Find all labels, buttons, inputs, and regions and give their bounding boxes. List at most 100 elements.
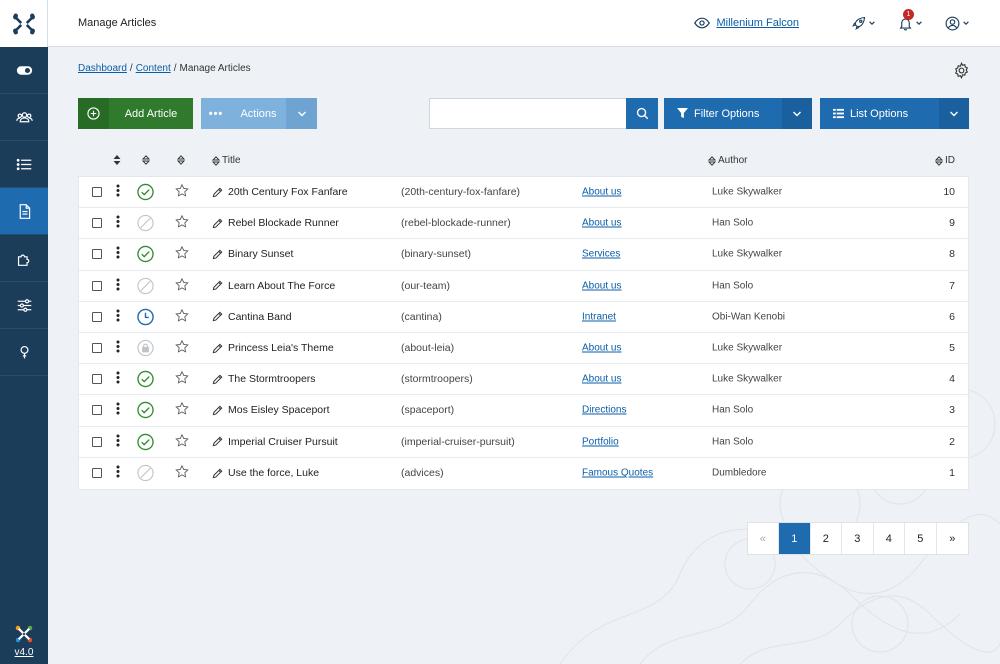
search-input[interactable] (429, 98, 626, 129)
search-button[interactable] (626, 98, 658, 129)
article-category-link[interactable]: Famous Quotes (582, 467, 654, 479)
status-published-toggle[interactable] (137, 371, 154, 388)
status-locked-toggle[interactable] (137, 339, 154, 357)
drag-handle-icon[interactable] (116, 402, 120, 418)
breadcrumb-content[interactable]: Content (135, 63, 171, 74)
sidebar-item-content[interactable] (0, 188, 48, 235)
quickicons-menu[interactable] (851, 16, 876, 31)
site-link[interactable]: Millenium Falcon (694, 17, 799, 29)
sidebar-item-help[interactable] (0, 329, 48, 376)
status-unpublished-toggle[interactable] (137, 465, 154, 482)
site-name[interactable]: Millenium Falcon (716, 17, 799, 29)
add-article-button[interactable]: Add Article (78, 98, 193, 129)
article-title-link[interactable]: 20th Century Fox Fanfare (212, 186, 348, 198)
article-category-link[interactable]: Directions (582, 404, 627, 416)
article-category-link[interactable]: Services (582, 248, 621, 260)
featured-star-icon[interactable] (175, 183, 189, 201)
row-checkbox[interactable] (92, 374, 102, 385)
drag-handle-icon[interactable] (116, 465, 120, 481)
joomla-logo[interactable] (0, 0, 48, 47)
article-title-link[interactable]: The Stormtroopers (212, 373, 316, 385)
featured-star-icon[interactable] (175, 308, 189, 325)
article-title-link[interactable]: Learn About The Force (212, 280, 335, 292)
drag-handle-icon[interactable] (116, 246, 120, 262)
article-title-link[interactable]: Binary Sunset (212, 248, 293, 260)
article-category-link[interactable]: Intranet (582, 311, 616, 323)
article-title-link[interactable]: Mos Eisley Spaceport (212, 404, 330, 416)
status-published-toggle[interactable] (137, 433, 154, 450)
article-id: 8 (949, 248, 955, 261)
row-checkbox[interactable] (92, 405, 102, 416)
notifications-menu[interactable]: 1 (898, 8, 923, 31)
add-article-label: Add Article (124, 107, 178, 120)
row-checkbox[interactable] (92, 249, 102, 260)
article-title: Binary Sunset (228, 248, 294, 261)
article-category-link[interactable]: About us (582, 373, 622, 385)
list-options-button[interactable]: List Options (820, 98, 969, 129)
drag-handle-icon[interactable] (116, 371, 120, 387)
sort-id[interactable]: ID (935, 155, 955, 166)
drag-handle-icon[interactable] (116, 184, 120, 200)
row-checkbox[interactable] (92, 343, 102, 354)
status-unpublished-toggle[interactable] (137, 215, 154, 232)
row-checkbox[interactable] (92, 187, 102, 198)
pagination-page[interactable]: 2 (811, 523, 842, 554)
sort-status[interactable] (142, 155, 152, 165)
version-link[interactable]: v4.0 (14, 647, 34, 658)
featured-star-icon[interactable] (175, 433, 189, 450)
featured-star-icon[interactable] (175, 402, 189, 419)
featured-star-icon[interactable] (175, 339, 189, 357)
article-title-link[interactable]: Use the force, Luke (212, 467, 319, 479)
featured-star-icon[interactable] (175, 277, 189, 294)
drag-handle-icon[interactable] (116, 278, 120, 293)
article-title-link[interactable]: Cantina Band (212, 311, 292, 323)
row-checkbox[interactable] (92, 436, 102, 447)
title-header: Title (222, 155, 241, 166)
article-category-link[interactable]: About us (582, 186, 622, 198)
drag-handle-icon[interactable] (116, 215, 120, 231)
chevron-down-icon (950, 111, 958, 116)
status-published-toggle[interactable] (137, 246, 154, 263)
pagination-next[interactable]: » (949, 532, 956, 545)
status-unpublished-toggle[interactable] (137, 277, 154, 294)
featured-star-icon[interactable] (175, 465, 189, 482)
sort-author[interactable]: Author (708, 155, 747, 166)
sidebar-item-toggle[interactable] (0, 47, 48, 94)
status-published-toggle[interactable] (137, 402, 154, 419)
article-category-link[interactable]: About us (582, 342, 622, 354)
breadcrumb-dashboard[interactable]: Dashboard (78, 63, 127, 74)
article-category-link[interactable]: Portfolio (582, 436, 619, 448)
sort-ordering[interactable] (113, 155, 123, 165)
sidebar-item-users[interactable] (0, 94, 48, 141)
actions-button[interactable]: ••• Actions (201, 98, 317, 129)
pagination-page[interactable]: 1 (779, 523, 811, 554)
featured-star-icon[interactable] (175, 215, 189, 232)
sort-featured[interactable] (177, 155, 187, 165)
row-checkbox[interactable] (92, 280, 102, 291)
featured-star-icon[interactable] (175, 246, 189, 263)
drag-handle-icon[interactable] (116, 309, 120, 324)
status-pending-toggle[interactable] (137, 308, 154, 326)
sidebar-item-components[interactable] (0, 235, 48, 282)
article-title-link[interactable]: Imperial Cruiser Pursuit (212, 436, 338, 448)
pagination-page[interactable]: 4 (874, 523, 905, 554)
article-title-link[interactable]: Rebel Blockade Runner (212, 217, 339, 229)
featured-star-icon[interactable] (175, 370, 189, 388)
article-category-link[interactable]: About us (582, 280, 622, 292)
row-checkbox[interactable] (92, 468, 102, 479)
sidebar-item-menus[interactable] (0, 141, 48, 188)
drag-handle-icon[interactable] (116, 340, 120, 356)
filter-options-button[interactable]: Filter Options (664, 98, 812, 129)
options-button[interactable] (953, 61, 970, 82)
pagination-page[interactable]: 3 (842, 523, 874, 554)
article-category-link[interactable]: About us (582, 217, 622, 229)
drag-handle-icon[interactable] (116, 434, 120, 449)
pagination-page[interactable]: 5 (905, 523, 937, 554)
sidebar-item-system[interactable] (0, 282, 48, 329)
user-menu[interactable] (945, 16, 970, 31)
sort-title[interactable]: Title (212, 155, 241, 166)
row-checkbox[interactable] (92, 218, 102, 229)
row-checkbox[interactable] (92, 311, 102, 322)
article-title-link[interactable]: Princess Leia's Theme (212, 342, 334, 354)
status-published-toggle[interactable] (137, 183, 154, 201)
